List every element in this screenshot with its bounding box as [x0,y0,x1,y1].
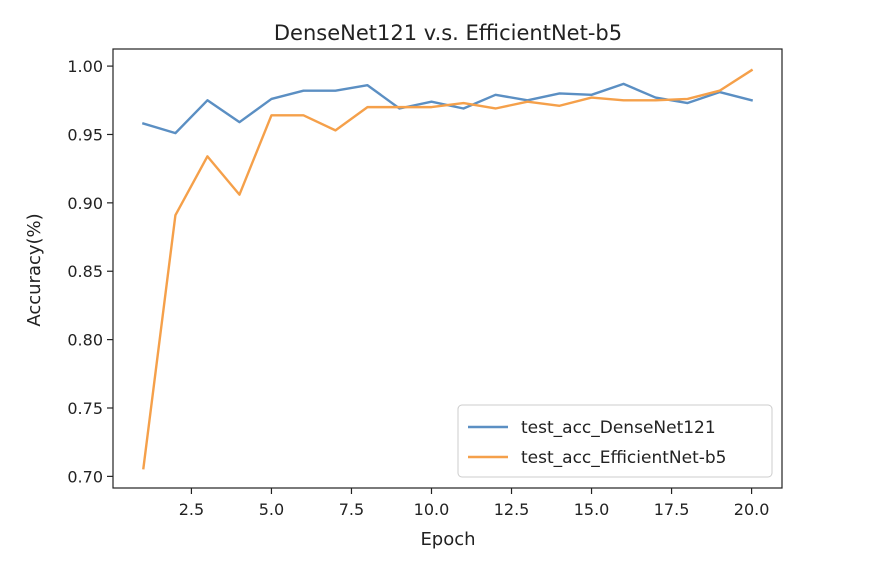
y-tick-label: 0.95 [67,125,103,144]
y-axis-label: Accuracy(%) [24,213,45,326]
y-tick-label: 0.90 [67,194,103,213]
series-layer [141,68,754,470]
series-line-densenet121 [141,82,754,135]
x-tick-label: 10.0 [414,500,450,519]
y-tick-label: 0.80 [67,331,103,350]
y-tick-label: 0.75 [67,399,103,418]
x-tick-label: 2.5 [179,500,204,519]
x-tick-label: 7.5 [339,500,364,519]
legend-box [457,404,773,478]
x-tick-label: 5.0 [259,500,284,519]
x-axis-label: Epoch [420,529,475,550]
chart-title: DenseNet121 v.s. EfficientNet-b5 [274,21,622,45]
y-axis: 0.70 0.75 0.80 0.85 0.90 0.95 1.00 [67,57,113,486]
legend-label: test_acc_EfficientNet-b5 [521,448,727,468]
x-axis: 2.5 5.0 7.5 10.0 12.5 15.0 17.5 20.0 [179,488,770,519]
y-tick-label: 0.70 [67,467,103,486]
x-tick-label: 20.0 [734,500,770,519]
series-line-efficientnet-b5 [142,68,754,470]
plot-frame [112,48,783,489]
x-tick-label: 15.0 [574,500,610,519]
x-tick-label: 12.5 [494,500,530,519]
x-tick-label: 17.5 [654,500,690,519]
legend: test_acc_DenseNet121 test_acc_EfficientNe… [457,404,773,478]
legend-label: test_acc_DenseNet121 [521,418,716,438]
y-tick-label: 0.85 [67,262,103,281]
y-tick-label: 1.00 [67,57,103,76]
